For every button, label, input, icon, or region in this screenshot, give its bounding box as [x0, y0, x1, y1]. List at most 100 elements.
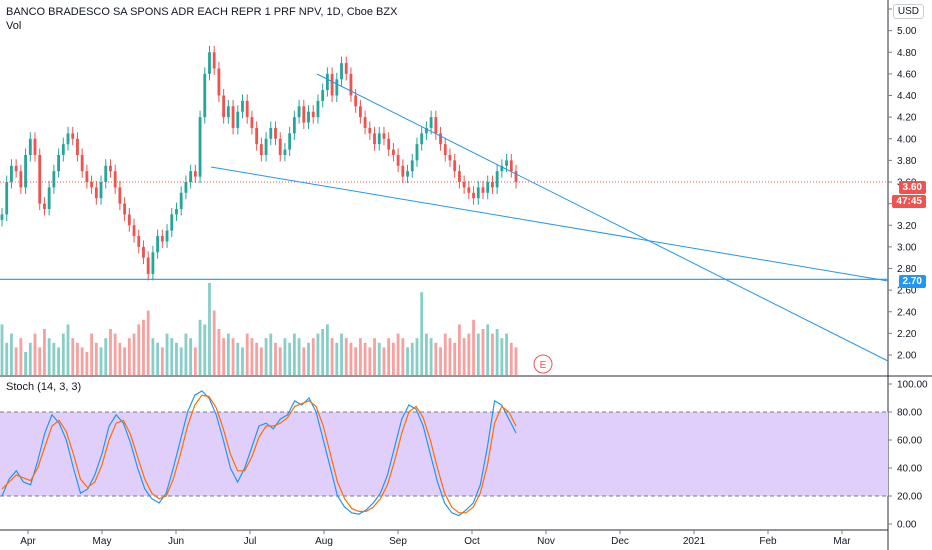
candle-body	[472, 192, 475, 199]
time-tick-label: Dec	[611, 536, 629, 547]
candle-body	[241, 100, 244, 112]
candle-body	[358, 106, 362, 118]
volume-bar	[10, 333, 13, 375]
time-tick-label: Jul	[244, 536, 257, 547]
time-tick-label: 2021	[683, 536, 706, 547]
candle-body	[127, 214, 131, 226]
volume-bar	[358, 338, 362, 375]
time-tick-label: May	[93, 536, 112, 547]
candle-body	[113, 171, 117, 188]
candle-body	[189, 171, 193, 182]
currency-badge[interactable]: USD	[892, 4, 924, 19]
price-tick-label: 2.80	[897, 264, 917, 275]
candle-body	[33, 138, 37, 155]
volume-bar	[514, 347, 518, 375]
volume-bar	[434, 342, 438, 375]
volume-bar	[283, 338, 287, 375]
stoch-k-line	[1, 390, 517, 517]
candle-body	[509, 160, 513, 172]
price-tick-label: 4.20	[897, 113, 917, 124]
candle-body	[156, 236, 160, 253]
volume-bar	[396, 333, 400, 375]
volume-bar	[165, 333, 169, 375]
candle-body	[311, 111, 315, 118]
stoch-tick-label: 0.00	[897, 520, 917, 531]
volume-bar	[349, 342, 353, 375]
volume-bar	[368, 347, 372, 375]
price-tick-label: 3.20	[897, 221, 917, 232]
candle-body	[283, 149, 287, 155]
time-tick-label: Aug	[315, 536, 333, 547]
volume-bar	[509, 342, 513, 375]
lower-trendline[interactable]	[210, 166, 889, 282]
volume-bar	[217, 329, 221, 375]
price-tick-label: 2.20	[897, 329, 917, 340]
candle-body	[231, 106, 235, 128]
candle-body	[410, 160, 414, 172]
candle-body	[354, 95, 358, 107]
price-tick-label: 4.40	[897, 91, 917, 102]
volume-bar	[373, 338, 376, 375]
candle-body	[363, 117, 367, 128]
candle-body	[184, 182, 188, 193]
time-axis: Apr May Jun Jul Aug Sep Oct Nov Dec 2021 Feb Mar	[20, 530, 851, 547]
candle-body	[170, 214, 174, 231]
candle-body	[486, 182, 490, 193]
candle-body	[330, 73, 334, 96]
candle-body	[80, 154, 84, 172]
volume-bar	[354, 347, 358, 375]
volume-bar	[406, 347, 409, 375]
candle-body	[514, 171, 518, 182]
candle-body	[0, 214, 4, 220]
candle-body	[344, 63, 348, 74]
candle-body	[5, 182, 9, 215]
volume-bar	[85, 352, 89, 375]
volume-bar	[505, 333, 508, 375]
upper-trendline[interactable]	[316, 73, 889, 362]
candle-body	[99, 182, 103, 199]
volume-bar	[453, 342, 457, 375]
volume-bar	[439, 347, 442, 375]
candle-body	[151, 252, 155, 274]
volume-bar	[420, 292, 424, 375]
candle-body	[382, 133, 386, 139]
candle-body	[43, 203, 46, 210]
candle-body	[109, 165, 112, 172]
volume-bar	[47, 338, 51, 375]
stoch-tick-label: 20.00	[897, 492, 922, 503]
volume-bar	[14, 347, 18, 375]
candle-body	[236, 111, 240, 128]
candle-body	[14, 165, 18, 172]
volume-bar	[424, 333, 428, 375]
candle-body	[10, 165, 13, 182]
countdown-tag: 47:45	[892, 195, 926, 208]
stoch-tick-label: 80.00	[897, 408, 922, 419]
volume-bar	[311, 338, 315, 375]
volume-bar	[38, 347, 42, 375]
earnings-marker[interactable]	[533, 354, 553, 374]
candle-body	[420, 133, 424, 145]
candle-body	[462, 182, 466, 188]
price-tick-label: 3.00	[897, 242, 917, 253]
volume-bar	[208, 283, 211, 375]
volume-bar	[170, 338, 174, 375]
volume-bar	[24, 352, 27, 375]
candle-body	[325, 73, 329, 91]
candle-body	[76, 138, 79, 155]
price-tick-label: 5.00	[897, 26, 917, 37]
volume-bar	[302, 347, 306, 375]
candle-body	[321, 90, 325, 101]
candle-body	[212, 52, 216, 69]
volume-bar	[236, 342, 240, 375]
candle-body	[377, 133, 381, 145]
candle-body	[424, 127, 428, 134]
volume-bar	[71, 338, 75, 375]
candle-body	[495, 171, 499, 188]
volume-bar	[410, 342, 414, 375]
volume-bar	[330, 338, 334, 375]
stoch-axis: 100.00 80.00 60.00 40.00 20.00 0.00	[888, 380, 928, 531]
candle-body	[292, 117, 296, 134]
candle-body	[297, 106, 301, 118]
candle-body	[118, 187, 122, 204]
